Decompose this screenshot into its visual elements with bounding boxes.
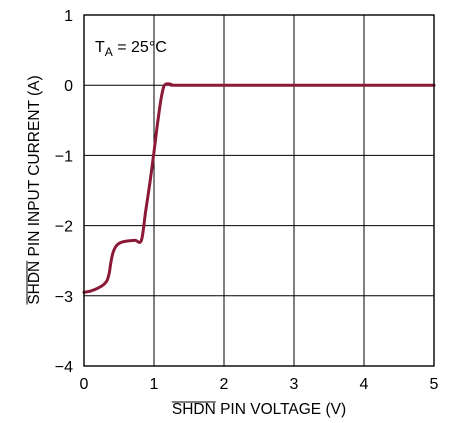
annotation-text: TA = 25°C <box>95 39 167 59</box>
x-tick-label: 2 <box>220 376 229 393</box>
y-tick-label: −2 <box>55 219 73 236</box>
series-line <box>82 82 436 294</box>
x-tick-label: 0 <box>80 376 89 393</box>
y-axis-label: SHDN PIN INPUT CURRENT (A) <box>26 75 43 304</box>
plot-frame <box>83 14 435 367</box>
y-tick-label: 1 <box>64 8 73 25</box>
x-tick-label: 5 <box>430 376 439 393</box>
y-tick-label: 0 <box>64 78 73 95</box>
x-tick-label: 1 <box>150 376 159 393</box>
x-tick-label: 3 <box>290 376 299 393</box>
y-tick-label: −3 <box>55 289 73 306</box>
series-layer <box>82 82 436 294</box>
grid <box>84 15 434 366</box>
x-axis-label: SHDN PIN VOLTAGE (V) <box>172 401 346 418</box>
annotation-label: TA = 25°C <box>95 39 167 59</box>
y-tick-label: −4 <box>55 359 73 376</box>
tick-labels: 0 1 2 3 4 5 1 0 −1 −2 −3 −4 <box>55 8 439 393</box>
y-tick-label: −1 <box>55 148 73 165</box>
x-tick-label: 4 <box>360 376 369 393</box>
